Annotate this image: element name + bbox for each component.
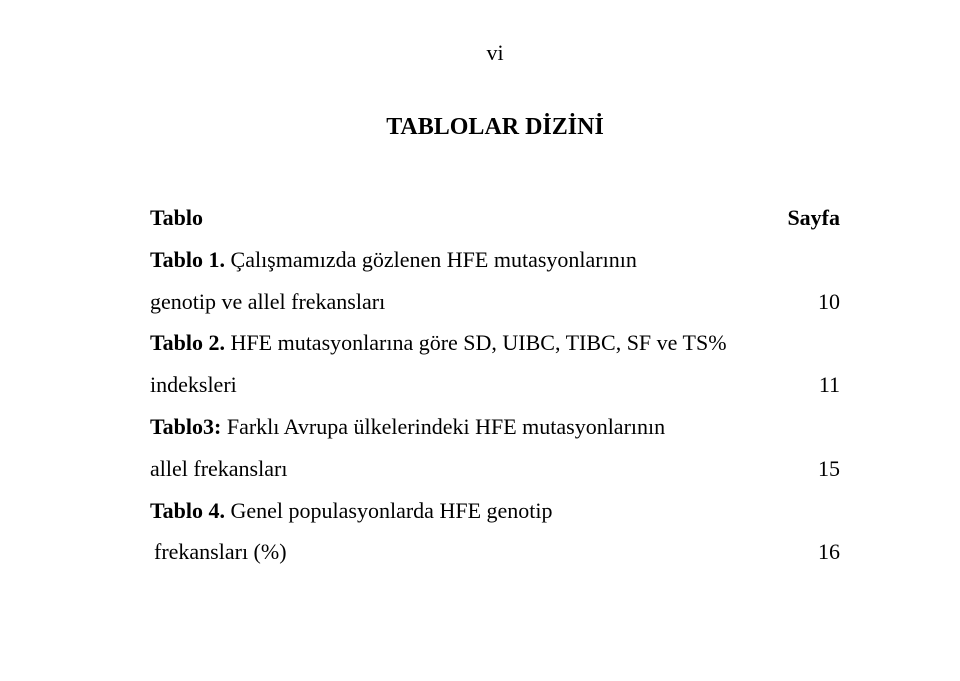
toc-entry-line1: Tablo3: Farklı Avrupa ülkelerindeki HFE … [150,406,840,448]
toc-entry-line1: Tablo 2. HFE mutasyonlarına göre SD, UIB… [150,322,840,364]
toc-entry-page: 16 [800,531,840,573]
toc-column-headers: Tablo Sayfa [150,197,840,239]
toc-entry-line1: Tablo 1. Çalışmamızda gözlenen HFE mutas… [150,239,840,281]
toc-entry-desc-cont: frekansları (%) [150,531,800,573]
toc-entry-page: 11 [800,364,840,406]
toc-entry-desc-cont: genotip ve allel frekansları [150,281,800,323]
toc-entry-text: Tablo 4. Genel populasyonlarda HFE genot… [150,490,800,532]
toc-entry-desc: HFE mutasyonlarına göre SD, UIBC, TIBC, … [225,330,727,355]
toc-entry-line2: frekansları (%) 16 [150,531,840,573]
toc-entry-desc: Çalışmamızda gözlenen HFE mutasyonlarını… [225,247,637,272]
toc-entry-line2: indeksleri 11 [150,364,840,406]
toc-entry-line2: allel frekansları 15 [150,448,840,490]
toc-entry-line1: Tablo 4. Genel populasyonlarda HFE genot… [150,490,840,532]
toc-entry-desc: Genel populasyonlarda HFE genotip [225,498,553,523]
toc-entry-line2: genotip ve allel frekansları 10 [150,281,840,323]
col-header-left: Tablo [150,197,787,239]
toc-entry-text: Tablo 2. HFE mutasyonlarına göre SD, UIB… [150,322,800,364]
toc-entry-label: Tablo 2. [150,330,225,355]
toc-entry-label: Tablo 1. [150,247,225,272]
col-header-right: Sayfa [787,197,840,239]
toc-heading: TABLOLAR DİZİNİ [150,114,840,141]
toc-entry-text: Tablo3: Farklı Avrupa ülkelerindeki HFE … [150,406,800,448]
toc-entry-desc-cont: allel frekansları [150,448,800,490]
toc-entry-text: Tablo 1. Çalışmamızda gözlenen HFE mutas… [150,239,800,281]
toc-entry-label: Tablo 4. [150,498,225,523]
toc-entry-page: 15 [800,448,840,490]
toc-entry-desc-cont: indeksleri [150,364,800,406]
toc-entry-desc: Farklı Avrupa ülkelerindeki HFE mutasyon… [221,414,665,439]
toc-entry-label: Tablo3: [150,414,221,439]
page-roman-numeral: vi [150,40,840,66]
document-page: vi TABLOLAR DİZİNİ Tablo Sayfa Tablo 1. … [0,0,960,681]
toc-entry-page: 10 [800,281,840,323]
